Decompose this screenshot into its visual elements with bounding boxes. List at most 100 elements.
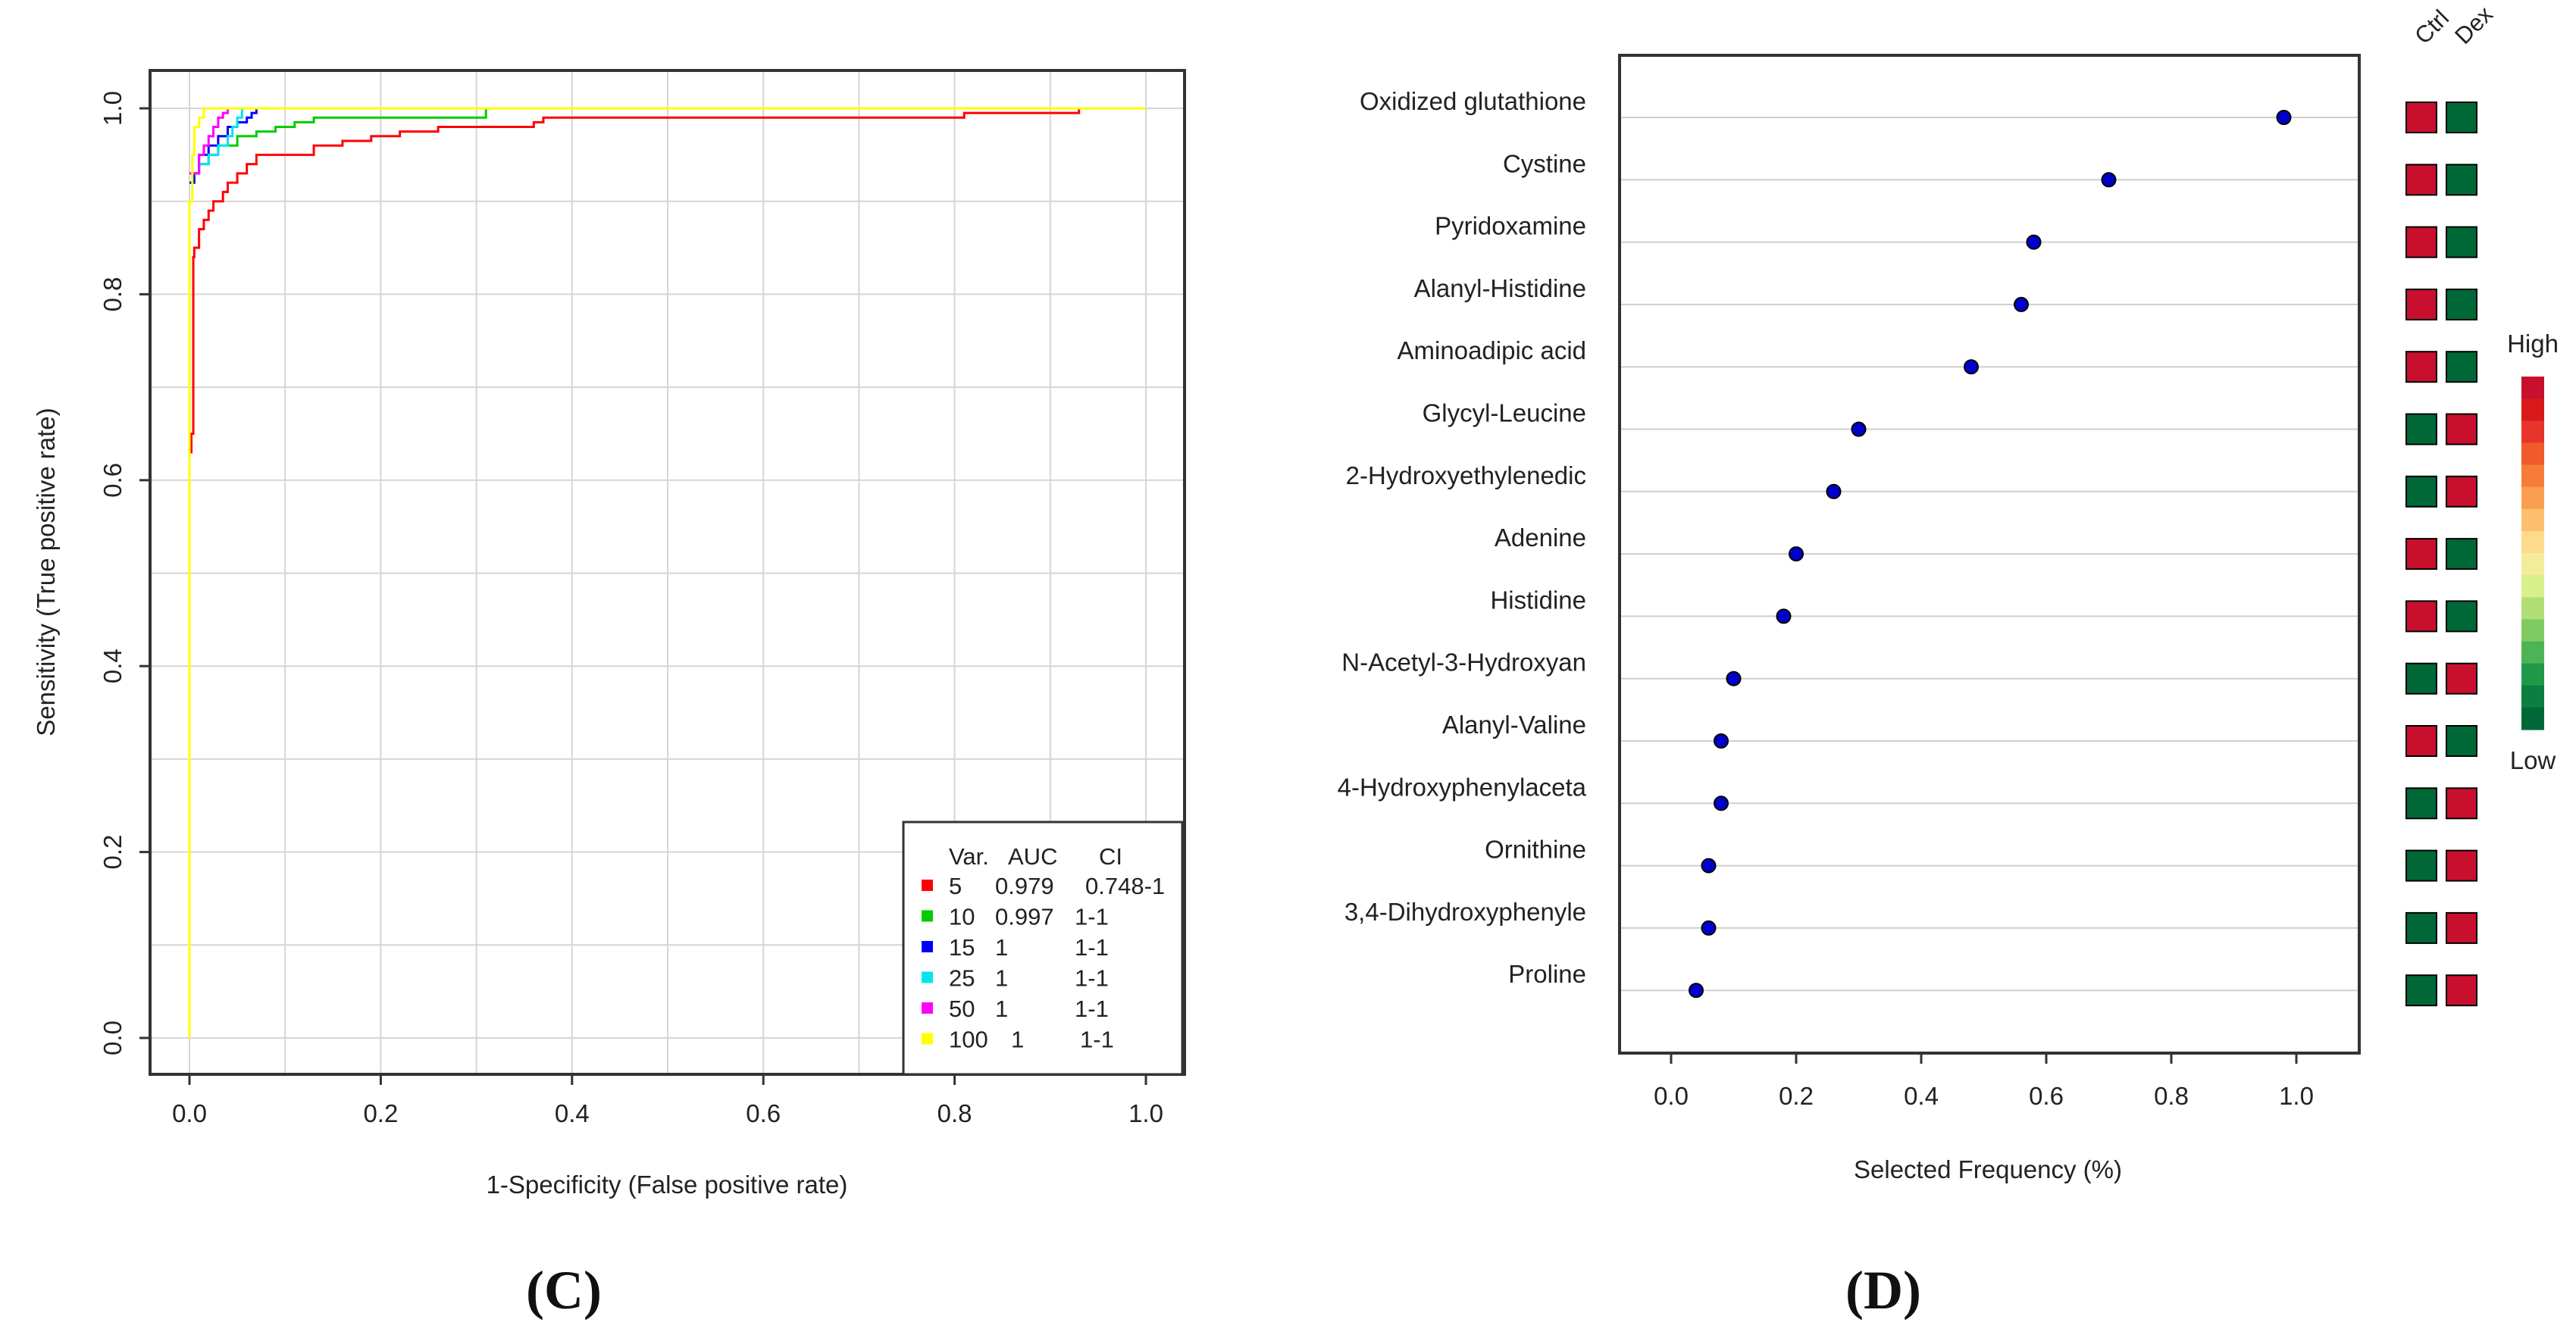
heatmap-cell	[2446, 475, 2477, 508]
legend-var-50: 50	[949, 996, 975, 1022]
colorbar-segment	[2521, 399, 2544, 421]
panel-label-c: (C)	[526, 1260, 602, 1321]
legend-auc-25: 1	[995, 965, 1008, 992]
legend-auc-10: 0.997	[995, 904, 1054, 930]
heatmap-cell	[2405, 288, 2437, 320]
frequency-chart: Oxidized glutathione Cystine Pyridoxamine A…	[1338, 1, 2559, 1321]
heatmap-cell	[2446, 974, 2477, 1007]
roc-chart: 0.0 0.2 0.4 0.6 0.8 1.0 0.0 0.2 0.4 0.6 0.8 1.0 1-…	[32, 69, 1186, 1321]
heatmap-cell	[2446, 787, 2477, 820]
heatmap-cell	[2405, 538, 2437, 570]
frequency-point	[1776, 608, 1792, 624]
heatmap-cell	[2405, 911, 2437, 944]
metabolite-label: 4-Hydroxyphenylaceta	[1338, 773, 1587, 801]
frequency-point	[2014, 296, 2029, 312]
legend-var-10: 10	[949, 904, 975, 930]
metabolite-label: Glycyl-Leucine	[1423, 399, 1586, 427]
frequency-x-axis-label: Selected Frequency (%)	[1854, 1155, 2122, 1183]
panel-label-d: (D)	[1845, 1260, 1921, 1321]
frequency-point	[1701, 920, 1717, 936]
frequency-point	[1726, 670, 1742, 686]
colorbar-segment	[2521, 486, 2544, 510]
colorbar-low-label: Low	[2510, 746, 2556, 774]
frequency-points	[1689, 110, 2292, 999]
roc-y-tick-label: 0.0	[99, 1021, 127, 1055]
legend-header-ci: CI	[1099, 843, 1122, 870]
roc-x-tick-label: 0.0	[172, 1099, 207, 1127]
metabolite-label: Alanyl-Valine	[1442, 711, 1586, 739]
heatmap-cell	[2405, 475, 2437, 508]
roc-y-ticks: 0.0 0.2 0.4 0.6 0.8 1.0	[99, 91, 150, 1055]
heatmap-cell	[2405, 164, 2437, 196]
metabolite-label: Aminoadipic acid	[1398, 336, 1586, 364]
colorbar-segment	[2521, 464, 2544, 488]
roc-x-tick-label: 0.6	[746, 1099, 781, 1127]
legend-swatch-10	[922, 910, 933, 922]
frequency-plot-frame	[1618, 54, 2361, 1055]
heatmap-cell	[2405, 102, 2437, 133]
metabolite-label: 3,4-Dihydroxyphenyle	[1344, 898, 1586, 926]
legend-auc-15: 1	[995, 934, 1008, 961]
roc-curve-25	[189, 107, 1146, 175]
colorbar-segment	[2521, 619, 2544, 642]
roc-x-tick-label: 1.0	[1128, 1099, 1163, 1127]
roc-x-ticks: 0.0 0.2 0.4 0.6 0.8 1.0	[172, 1074, 1163, 1127]
roc-x-axis-label: 1-Specificity (False positive rate)	[487, 1171, 848, 1199]
roc-plot-frame	[149, 69, 1186, 1076]
legend-var-5: 5	[949, 873, 962, 899]
frequency-x-tick-label: 1.0	[2279, 1082, 2314, 1110]
heatmap-cell	[2446, 226, 2477, 258]
heatmap-cell	[2446, 662, 2477, 695]
frequency-point	[1851, 421, 1867, 437]
colorbar-segment	[2521, 530, 2544, 554]
roc-curve-50	[189, 107, 1146, 175]
colorbar-segment	[2521, 707, 2544, 730]
legend-var-100: 100	[949, 1027, 988, 1053]
frequency-point	[1714, 733, 1729, 749]
legend-ci-5: 0.748-1	[1085, 873, 1165, 899]
legend-auc-50: 1	[995, 996, 1008, 1022]
roc-y-tick-label: 0.8	[99, 277, 127, 311]
heatmap-cell	[2405, 226, 2437, 258]
metabolite-label: Proline	[1508, 960, 1586, 988]
frequency-x-tick-label: 0.0	[1654, 1082, 1689, 1110]
frequency-point	[1689, 983, 1704, 999]
legend-var-15: 15	[949, 934, 975, 961]
heatmap-cell	[2446, 538, 2477, 570]
heatmap-cell	[2446, 600, 2477, 633]
heatmap-cell	[2405, 662, 2437, 695]
colorbar-segment	[2521, 377, 2544, 399]
colorbar-segment	[2521, 575, 2544, 598]
metabolite-label: Histidine	[1490, 586, 1586, 614]
heatmap-cell	[2446, 351, 2477, 383]
legend-swatch-15	[922, 941, 933, 952]
heatmap-cell	[2405, 974, 2437, 1007]
legend-swatch-5	[922, 880, 933, 891]
legend-auc-5: 0.979	[995, 873, 1054, 899]
metabolite-label: 2-Hydroxyethylenedic	[1346, 461, 1586, 489]
frequency-point	[1701, 858, 1717, 874]
metabolite-label: Pyridoxamine	[1435, 212, 1586, 240]
frequency-x-tick-label: 0.4	[1904, 1082, 1939, 1110]
roc-y-tick-label: 0.6	[99, 463, 127, 498]
roc-x-tick-label: 0.4	[555, 1099, 590, 1127]
metabolite-label: N-Acetyl-3-Hydroxyan	[1341, 649, 1586, 677]
frequency-point	[1714, 796, 1729, 811]
heatmap-cell	[2446, 102, 2477, 133]
heatmap-cell	[2446, 164, 2477, 196]
heatmap-cell	[2405, 351, 2437, 383]
roc-y-tick-label: 0.4	[99, 649, 127, 683]
legend-ci-100: 1-1	[1080, 1027, 1114, 1053]
legend-swatch-25	[922, 971, 933, 983]
heatmap-cell	[2446, 413, 2477, 445]
colorbar-segment	[2521, 597, 2544, 620]
metabolite-label: Cystine	[1503, 149, 1586, 177]
legend-var-25: 25	[949, 965, 975, 992]
metabolite-label: Adenine	[1495, 524, 1586, 552]
frequency-x-ticks: 0.0 0.2 0.4 0.6 0.8 1.0	[1654, 1053, 2314, 1110]
frequency-x-tick-label: 0.8	[2154, 1082, 2189, 1110]
colorbar-segment	[2521, 508, 2544, 532]
frequency-gridlines	[1620, 117, 2359, 992]
